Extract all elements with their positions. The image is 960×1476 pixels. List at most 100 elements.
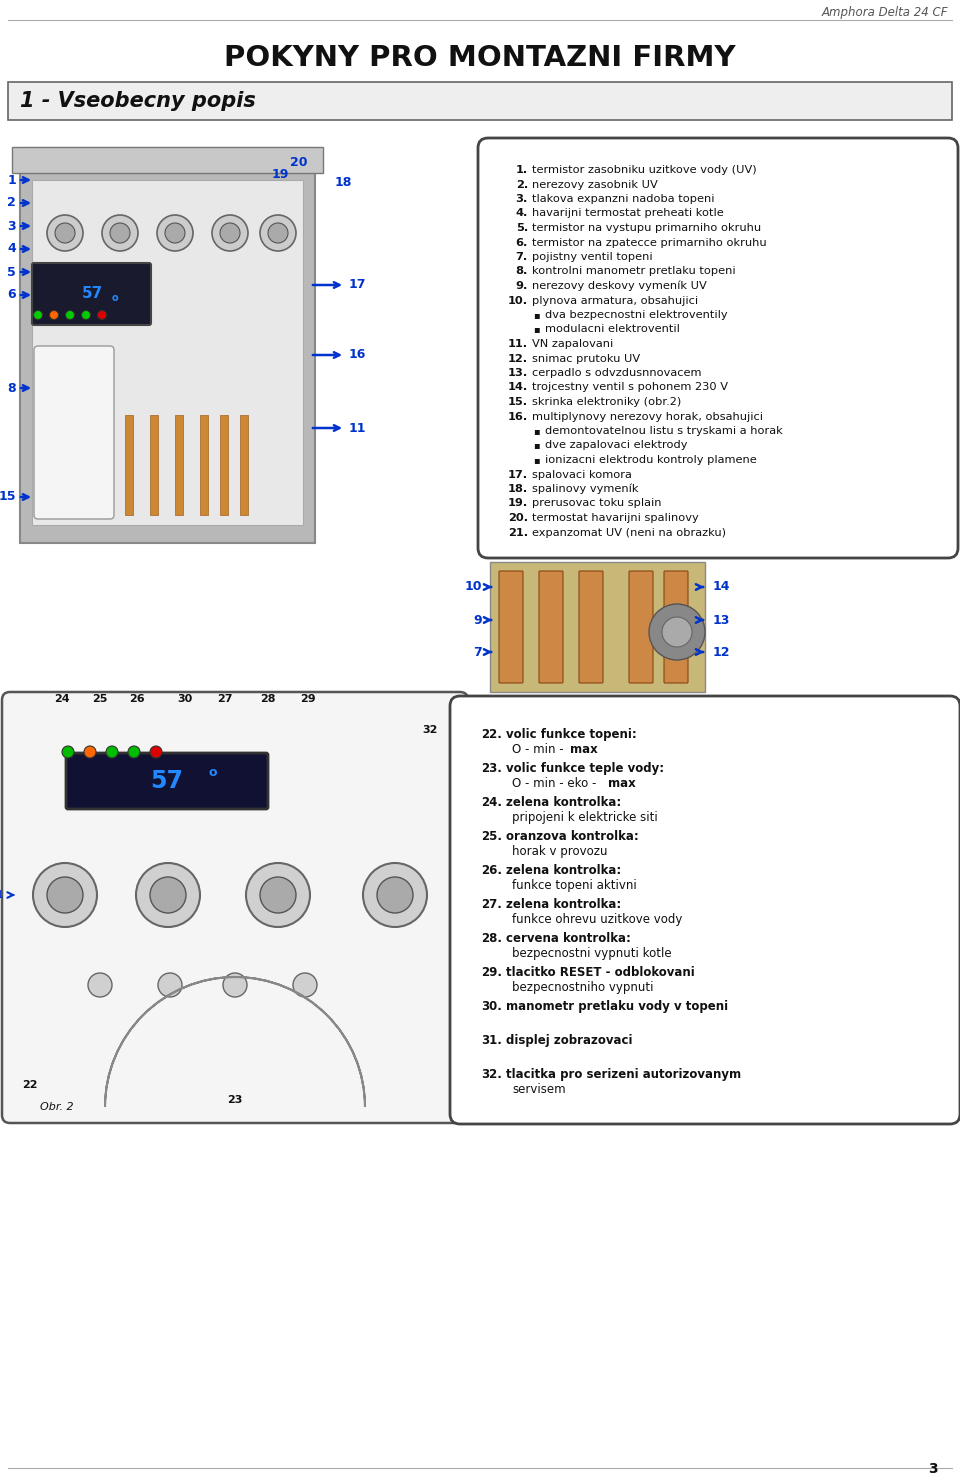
Text: 9.: 9. — [516, 280, 528, 291]
Text: 32.: 32. — [481, 1069, 502, 1080]
FancyBboxPatch shape — [629, 571, 653, 683]
Circle shape — [65, 310, 75, 319]
Text: 1.: 1. — [516, 165, 528, 176]
FancyBboxPatch shape — [450, 697, 960, 1125]
Circle shape — [158, 973, 182, 996]
Text: 6.: 6. — [516, 238, 528, 248]
FancyBboxPatch shape — [220, 415, 228, 515]
Text: POKYNY PRO MONTAZNI FIRMY: POKYNY PRO MONTAZNI FIRMY — [225, 44, 735, 72]
Text: zelena kontrolka:: zelena kontrolka: — [506, 863, 621, 877]
Circle shape — [47, 877, 83, 914]
FancyBboxPatch shape — [664, 571, 688, 683]
Text: dva bezpecnostni elektroventily: dva bezpecnostni elektroventily — [545, 310, 728, 320]
Text: zelena kontrolka:: zelena kontrolka: — [506, 897, 621, 911]
Circle shape — [88, 973, 112, 996]
Text: termistor na zpatecce primarniho okruhu: termistor na zpatecce primarniho okruhu — [532, 238, 767, 248]
Circle shape — [55, 223, 75, 244]
Text: tlacitko RESET - odblokovani: tlacitko RESET - odblokovani — [506, 965, 695, 979]
Circle shape — [136, 863, 200, 927]
FancyBboxPatch shape — [12, 148, 323, 173]
Text: 15.: 15. — [508, 397, 528, 407]
Text: 11: 11 — [349, 422, 367, 434]
Text: VN zapalovani: VN zapalovani — [532, 339, 613, 348]
FancyBboxPatch shape — [2, 692, 468, 1123]
Text: o: o — [111, 294, 118, 303]
Circle shape — [377, 877, 413, 914]
Text: 26: 26 — [130, 694, 145, 704]
Text: Obr. 2: Obr. 2 — [40, 1103, 74, 1111]
Text: 31.: 31. — [481, 1035, 502, 1046]
FancyBboxPatch shape — [32, 180, 303, 525]
FancyBboxPatch shape — [175, 415, 183, 515]
Text: 14.: 14. — [508, 382, 528, 393]
Text: 29: 29 — [300, 694, 316, 704]
Text: 26.: 26. — [481, 863, 502, 877]
Text: 20: 20 — [290, 156, 307, 170]
Text: bezpecnostniho vypnuti: bezpecnostniho vypnuti — [512, 982, 654, 993]
Text: max: max — [608, 776, 636, 790]
Text: termistor na vystupu primarniho okruhu: termistor na vystupu primarniho okruhu — [532, 223, 761, 233]
Text: 3: 3 — [928, 1463, 938, 1476]
Text: pojistny ventil topeni: pojistny ventil topeni — [532, 252, 653, 263]
Circle shape — [649, 604, 705, 660]
Text: ionizacni elektrodu kontroly plamene: ionizacni elektrodu kontroly plamene — [545, 455, 756, 465]
Text: 8.: 8. — [516, 267, 528, 276]
Text: 30: 30 — [178, 694, 193, 704]
Circle shape — [363, 863, 427, 927]
Text: 17: 17 — [349, 279, 367, 291]
Text: volic funkce topeni:: volic funkce topeni: — [506, 728, 636, 741]
Text: cervena kontrolka:: cervena kontrolka: — [506, 931, 631, 945]
Text: prerusovac toku splain: prerusovac toku splain — [532, 499, 661, 509]
Text: pripojeni k elektricke siti: pripojeni k elektricke siti — [512, 810, 658, 824]
Text: tlakova expanzni nadoba topeni: tlakova expanzni nadoba topeni — [532, 193, 714, 204]
Text: 12.: 12. — [508, 353, 528, 363]
Text: 4.: 4. — [516, 208, 528, 218]
Text: 4: 4 — [8, 242, 16, 255]
Text: 3.: 3. — [516, 193, 528, 204]
Text: o: o — [208, 766, 217, 779]
Text: 21.: 21. — [508, 527, 528, 537]
Text: demontovatelnou listu s tryskami a horak: demontovatelnou listu s tryskami a horak — [545, 427, 782, 435]
Circle shape — [260, 877, 296, 914]
Text: nerezovy deskovy vymeník UV: nerezovy deskovy vymeník UV — [532, 280, 707, 291]
Text: tlacitka pro serizeni autorizovanym: tlacitka pro serizeni autorizovanym — [506, 1069, 741, 1080]
Text: 23: 23 — [228, 1095, 243, 1106]
FancyBboxPatch shape — [240, 415, 248, 515]
Text: 1: 1 — [8, 174, 16, 186]
Text: 18.: 18. — [508, 484, 528, 494]
Circle shape — [98, 310, 107, 319]
Circle shape — [223, 973, 247, 996]
Text: 1 - Vseobecny popis: 1 - Vseobecny popis — [20, 92, 255, 111]
Text: 22.: 22. — [481, 728, 502, 741]
FancyBboxPatch shape — [66, 753, 268, 809]
Circle shape — [128, 745, 140, 759]
Text: 19: 19 — [272, 168, 289, 182]
FancyBboxPatch shape — [200, 415, 208, 515]
Text: cerpadlo s odvzdusnnovacem: cerpadlo s odvzdusnnovacem — [532, 368, 702, 378]
Text: expanzomat UV (neni na obrazku): expanzomat UV (neni na obrazku) — [532, 527, 726, 537]
Text: snimac prutoku UV: snimac prutoku UV — [532, 353, 640, 363]
Text: plynova armatura, obsahujici: plynova armatura, obsahujici — [532, 295, 698, 306]
Text: Amphora Delta 24 CF: Amphora Delta 24 CF — [822, 6, 948, 19]
Text: zelena kontrolka:: zelena kontrolka: — [506, 796, 621, 809]
Circle shape — [260, 215, 296, 251]
Text: servisem: servisem — [512, 1083, 565, 1097]
Circle shape — [165, 223, 185, 244]
Text: 32: 32 — [422, 725, 438, 735]
Text: 25.: 25. — [481, 830, 502, 843]
Text: spalovaci komora: spalovaci komora — [532, 469, 632, 480]
Text: 28: 28 — [260, 694, 276, 704]
Circle shape — [220, 223, 240, 244]
Circle shape — [150, 745, 162, 759]
Text: ▪: ▪ — [533, 310, 540, 320]
Text: 31: 31 — [0, 890, 4, 900]
Text: 16: 16 — [349, 348, 367, 362]
Text: horak v provozu: horak v provozu — [512, 844, 608, 858]
Circle shape — [34, 310, 42, 319]
Text: 57: 57 — [82, 286, 103, 301]
Text: ▪: ▪ — [533, 440, 540, 450]
Text: O - min - eko -: O - min - eko - — [512, 776, 600, 790]
Text: volic funkce teple vody:: volic funkce teple vody: — [506, 762, 664, 775]
Text: 7.: 7. — [516, 252, 528, 263]
Text: 5: 5 — [8, 266, 16, 279]
